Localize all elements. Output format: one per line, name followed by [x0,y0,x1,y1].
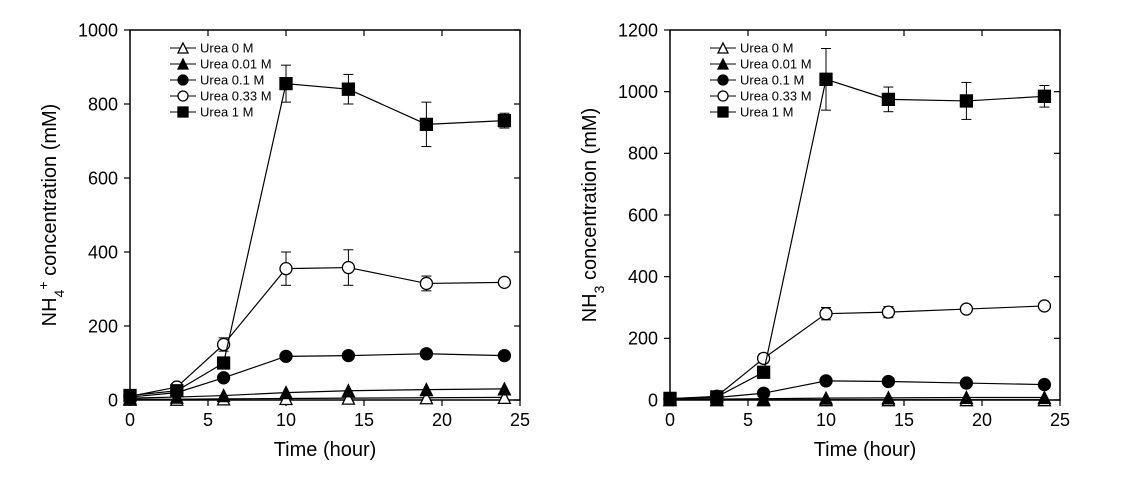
y-tick-label: 800 [628,144,658,164]
y-tick-label: 200 [88,316,118,336]
panel-right: 0 5 10 15 20 25 0 200 400 600 800 1000 1200 Time (hou… [579,20,1070,461]
x-tick-label: 25 [510,410,530,430]
legend-label: Urea 0 M [740,41,793,56]
legend-label: Urea 0.01 M [740,57,812,72]
y-tick-label: 400 [88,242,118,262]
x-tick-label: 10 [276,410,296,430]
plot-frame [670,30,1060,400]
x-tick-label: 25 [1050,410,1070,430]
y-tick-label: 1200 [618,20,658,40]
x-tick-label: 20 [432,410,452,430]
x-tick-label: 5 [203,410,213,430]
legend-label: Urea 0 M [200,41,253,56]
x-axis-label: Time (hour) [274,439,377,461]
y-tick-label: 600 [88,168,118,188]
legend-label: Urea 1 M [740,105,793,120]
y-axis-label: NH4+ concentration (mM) [35,104,67,327]
y-tick-label: 200 [628,329,658,349]
legend-label: Urea 0.33 M [740,89,812,104]
legend-label: Urea 1 M [200,105,253,120]
y-tick-label: 800 [88,94,118,114]
y-tick-label: 1000 [78,20,118,40]
x-tick-label: 0 [665,410,675,430]
legend-label: Urea 0.1 M [200,73,264,88]
x-tick-label: 0 [125,410,135,430]
x-tick-label: 15 [894,410,914,430]
legend-label: Urea 0.01 M [200,57,272,72]
plot-frame [130,30,520,400]
series-circle-open [664,300,1050,405]
x-axis-label: Time (hour) [814,439,917,461]
series-circle-open [124,250,510,403]
y-tick-label: 0 [108,390,118,410]
panel-left: 0 5 10 15 20 25 0 200 400 600 800 1000 Time (hour) NH… [35,20,530,461]
x-tick-label: 20 [972,410,992,430]
y-tick-label: 0 [648,390,658,410]
x-tick-label: 15 [354,410,374,430]
legend: Urea 0 MUrea 0.01 MUrea 0.1 MUrea 0.33 M… [710,41,812,120]
chart-canvas: 051015202502004006008001000Time (hour)NH… [0,0,1133,503]
legend-label: Urea 0.33 M [200,89,272,104]
x-tick-label: 10 [816,410,836,430]
x-tick-label: 5 [743,410,753,430]
y-tick-label: 400 [628,267,658,287]
series-square-solid [664,49,1050,405]
chart-svg: 051015202502004006008001000Time (hour)NH… [0,0,1133,503]
y-tick-label: 1000 [618,82,658,102]
y-axis-label: NH3 concentration (mM) [579,108,607,323]
legend: Urea 0 MUrea 0.01 MUrea 0.1 MUrea 0.33 M… [170,41,272,120]
y-tick-label: 600 [628,205,658,225]
legend-label: Urea 0.1 M [740,73,804,88]
